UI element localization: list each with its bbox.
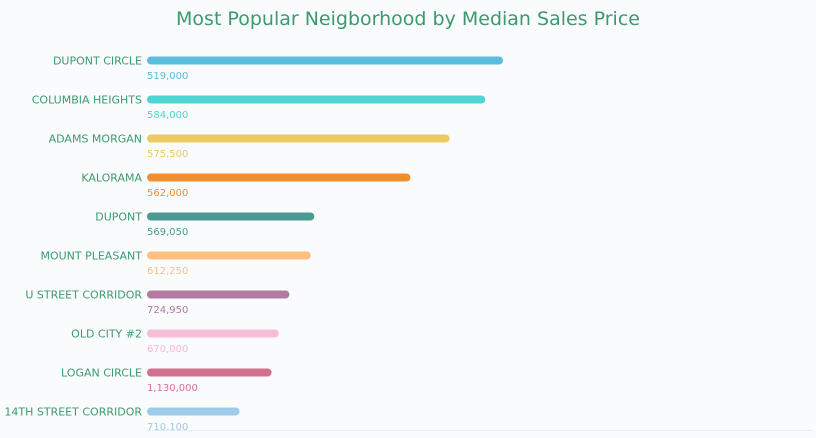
bar-adams-morgan[interactable] xyxy=(147,134,450,143)
bar-u-street-corridor[interactable] xyxy=(147,290,290,299)
category-label-kalorama: KALORAMA xyxy=(81,172,142,185)
value-label-mount-pleasant: 612,250 xyxy=(147,266,188,277)
value-label-u-street-corridor: 724,950 xyxy=(147,305,188,316)
value-label-adams-morgan: 575,500 xyxy=(147,149,188,160)
category-label-mount-pleasant: MOUNT PLEASANT xyxy=(40,250,142,263)
bar-dupont-circle[interactable] xyxy=(147,56,503,65)
value-label-kalorama: 562,000 xyxy=(147,188,188,199)
chart-title: Most Popular Neigborhood by Median Sales… xyxy=(176,8,640,30)
category-label-adams-morgan: ADAMS MORGAN xyxy=(49,133,142,146)
bar-columbia-heights[interactable] xyxy=(147,95,486,104)
bar-logan-circle[interactable] xyxy=(147,368,272,377)
baseline-divider xyxy=(146,430,812,431)
value-label-columbia-heights: 584,000 xyxy=(147,110,188,121)
category-label-u-street-corridor: U STREET CORRIDOR xyxy=(25,289,142,302)
bar-kalorama[interactable] xyxy=(147,173,411,182)
category-label-dupont: DUPONT xyxy=(95,211,142,224)
value-label-dupont: 569,050 xyxy=(147,227,188,238)
value-label-logan-circle: 1,130,000 xyxy=(147,383,198,394)
bar-old-city-2[interactable] xyxy=(147,329,279,338)
value-label-14th-street-corridor: 710,100 xyxy=(147,422,188,433)
value-label-old-city-2: 670,000 xyxy=(147,344,188,355)
bar-14th-street-corridor[interactable] xyxy=(147,407,240,416)
category-label-dupont-circle: DUPONT CIRCLE xyxy=(53,55,142,68)
bar-mount-pleasant[interactable] xyxy=(147,251,311,260)
category-label-columbia-heights: COLUMBIA HEIGHTS xyxy=(32,94,142,107)
category-label-logan-circle: LOGAN CIRCLE xyxy=(61,367,142,380)
category-label-14th-street-corridor: 14TH STREET CORRIDOR xyxy=(4,406,142,419)
bar-dupont[interactable] xyxy=(147,212,315,221)
category-label-old-city-2: OLD CITY #2 xyxy=(71,328,142,341)
value-label-dupont-circle: 519,000 xyxy=(147,71,188,82)
